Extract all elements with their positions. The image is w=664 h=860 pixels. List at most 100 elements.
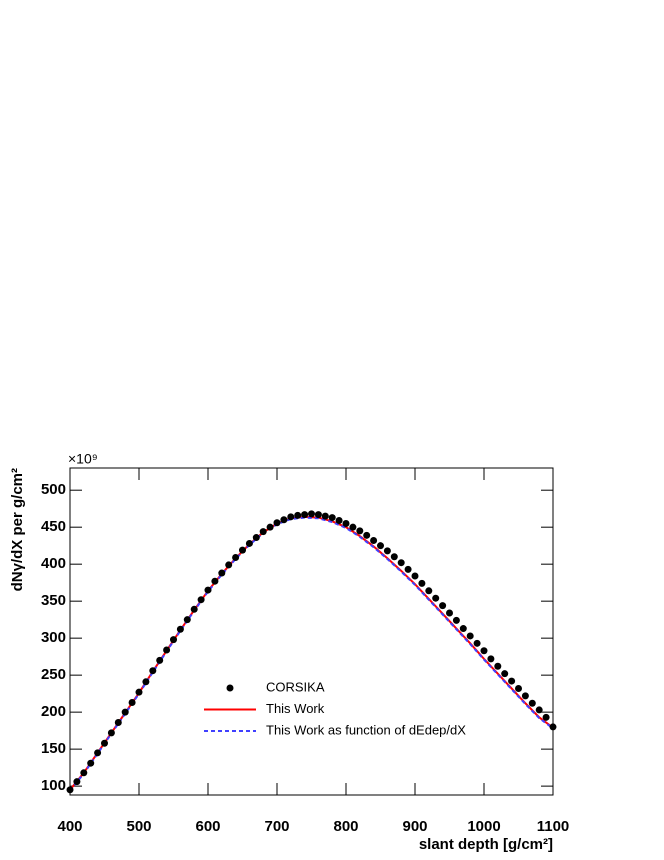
y-tick-label: 250 (41, 666, 66, 683)
data-point (232, 554, 240, 562)
data-point (197, 596, 205, 604)
data-point (314, 511, 322, 519)
data-point (190, 605, 198, 613)
data-point (383, 547, 391, 555)
data-point (176, 625, 184, 633)
data-point (542, 713, 550, 721)
data-point (349, 523, 357, 531)
data-point (466, 632, 474, 640)
data-point (549, 723, 557, 731)
data-point (128, 699, 136, 707)
data-point (135, 688, 143, 696)
data-point (363, 531, 371, 539)
data-point (211, 577, 219, 585)
legend-label: This Work as function of dEdep/dX (266, 722, 466, 737)
data-point (287, 513, 295, 521)
data-point (480, 647, 488, 655)
x-tick-label: 600 (195, 818, 220, 835)
data-point (80, 769, 88, 777)
data-point (411, 572, 419, 580)
y-tick-label: 450 (41, 518, 66, 535)
data-point (225, 561, 233, 569)
data-point (204, 586, 212, 594)
data-point (156, 656, 164, 664)
x-tick-label: 500 (126, 818, 151, 835)
x-tick-label: 400 (57, 818, 82, 835)
x-tick-label: 1100 (537, 818, 570, 835)
data-point (535, 706, 543, 714)
data-point (170, 636, 177, 644)
data-point (218, 569, 226, 577)
data-point (390, 553, 398, 561)
series-line (69, 515, 554, 791)
data-point (101, 739, 108, 747)
data-point (239, 546, 246, 554)
data-point (266, 523, 274, 531)
data-point (335, 517, 343, 525)
legend-label: This Work (266, 701, 325, 716)
y-tick-label: 100 (41, 777, 66, 794)
y-tick-label: 350 (41, 592, 66, 609)
data-point (515, 684, 522, 692)
data-point (301, 511, 309, 519)
data-point (294, 511, 302, 519)
data-point (273, 519, 281, 527)
legend-marker (226, 684, 234, 692)
data-point (114, 718, 122, 726)
data-point (328, 514, 336, 522)
data-point (252, 534, 260, 542)
data-point (149, 667, 157, 675)
x-tick-label: 700 (264, 818, 289, 835)
data-point (356, 527, 364, 535)
data-point (121, 708, 129, 716)
y-tick-label: 200 (41, 703, 66, 720)
data-point (439, 602, 447, 610)
data-point (321, 512, 329, 520)
x-axis-title: slant depth [g/cm²] (419, 836, 553, 853)
y-tick-label: 300 (41, 629, 66, 646)
y-tick-label: 150 (41, 740, 66, 757)
data-point (487, 655, 495, 663)
data-point (473, 639, 481, 647)
data-point (404, 565, 412, 573)
series-line (69, 516, 554, 792)
data-point (342, 519, 350, 527)
data-point (452, 616, 460, 624)
data-point (183, 616, 191, 624)
y-axis-title: dNγ/dX per g/cm² (9, 468, 26, 591)
data-point (259, 528, 267, 536)
data-point (494, 662, 502, 670)
data-point (377, 542, 384, 550)
data-point (521, 692, 529, 700)
data-point (432, 594, 440, 602)
data-point (66, 786, 74, 794)
data-point (73, 778, 81, 786)
data-point (142, 678, 150, 686)
data-point (501, 670, 509, 678)
data-point (446, 609, 453, 617)
data-point (87, 759, 95, 767)
plot-frame (69, 467, 554, 796)
data-point (528, 699, 536, 707)
data-point (107, 729, 115, 737)
y-tick-label: 500 (41, 481, 66, 498)
data-point (163, 646, 171, 654)
data-point (508, 677, 516, 685)
data-point (418, 579, 426, 587)
data-point (245, 539, 253, 547)
data-point (397, 559, 405, 567)
legend-label: CORSIKA (266, 679, 325, 694)
y-multiplier: ×10⁹ (68, 451, 98, 467)
data-point (94, 749, 102, 757)
data-point (370, 537, 378, 545)
data-point (425, 587, 433, 595)
x-tick-label: 1000 (467, 818, 500, 835)
y-tick-label: 400 (41, 555, 66, 572)
data-point (308, 510, 315, 518)
x-tick-label: 800 (333, 818, 358, 835)
x-tick-label: 900 (402, 818, 427, 835)
data-point (459, 625, 467, 633)
data-point (280, 516, 288, 524)
